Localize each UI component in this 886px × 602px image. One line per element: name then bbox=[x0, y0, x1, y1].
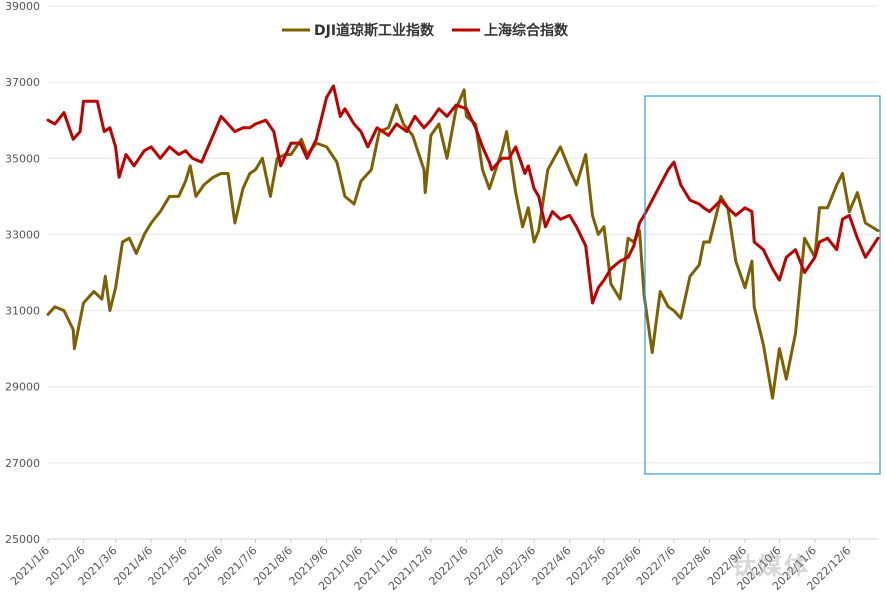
y-tick-label: 35000 bbox=[5, 152, 40, 165]
y-tick-label: 33000 bbox=[5, 228, 40, 241]
y-axis: 25000 27000 29000 31000 33000 35000 37000 39000 bbox=[5, 0, 40, 546]
series-lines bbox=[46, 84, 880, 400]
y-tick-label: 39000 bbox=[5, 0, 40, 13]
series-line-shanghai bbox=[46, 84, 880, 305]
y-tick-label: 31000 bbox=[5, 305, 40, 318]
y-tick-label: 37000 bbox=[5, 76, 40, 89]
legend: DJI道琼斯工业指数 上海综合指数 bbox=[282, 22, 569, 39]
highlight-box bbox=[644, 95, 881, 475]
gridlines bbox=[48, 5, 878, 540]
legend-label: 上海综合指数 bbox=[484, 22, 569, 39]
series-line-dji bbox=[46, 88, 880, 400]
y-tick-label: 25000 bbox=[5, 533, 40, 546]
y-tick-label: 29000 bbox=[5, 381, 40, 394]
watermark-logo: 钛媒体 bbox=[732, 552, 810, 580]
y-tick-label: 27000 bbox=[5, 457, 40, 470]
legend-label: DJI道琼斯工业指数 bbox=[314, 22, 435, 39]
